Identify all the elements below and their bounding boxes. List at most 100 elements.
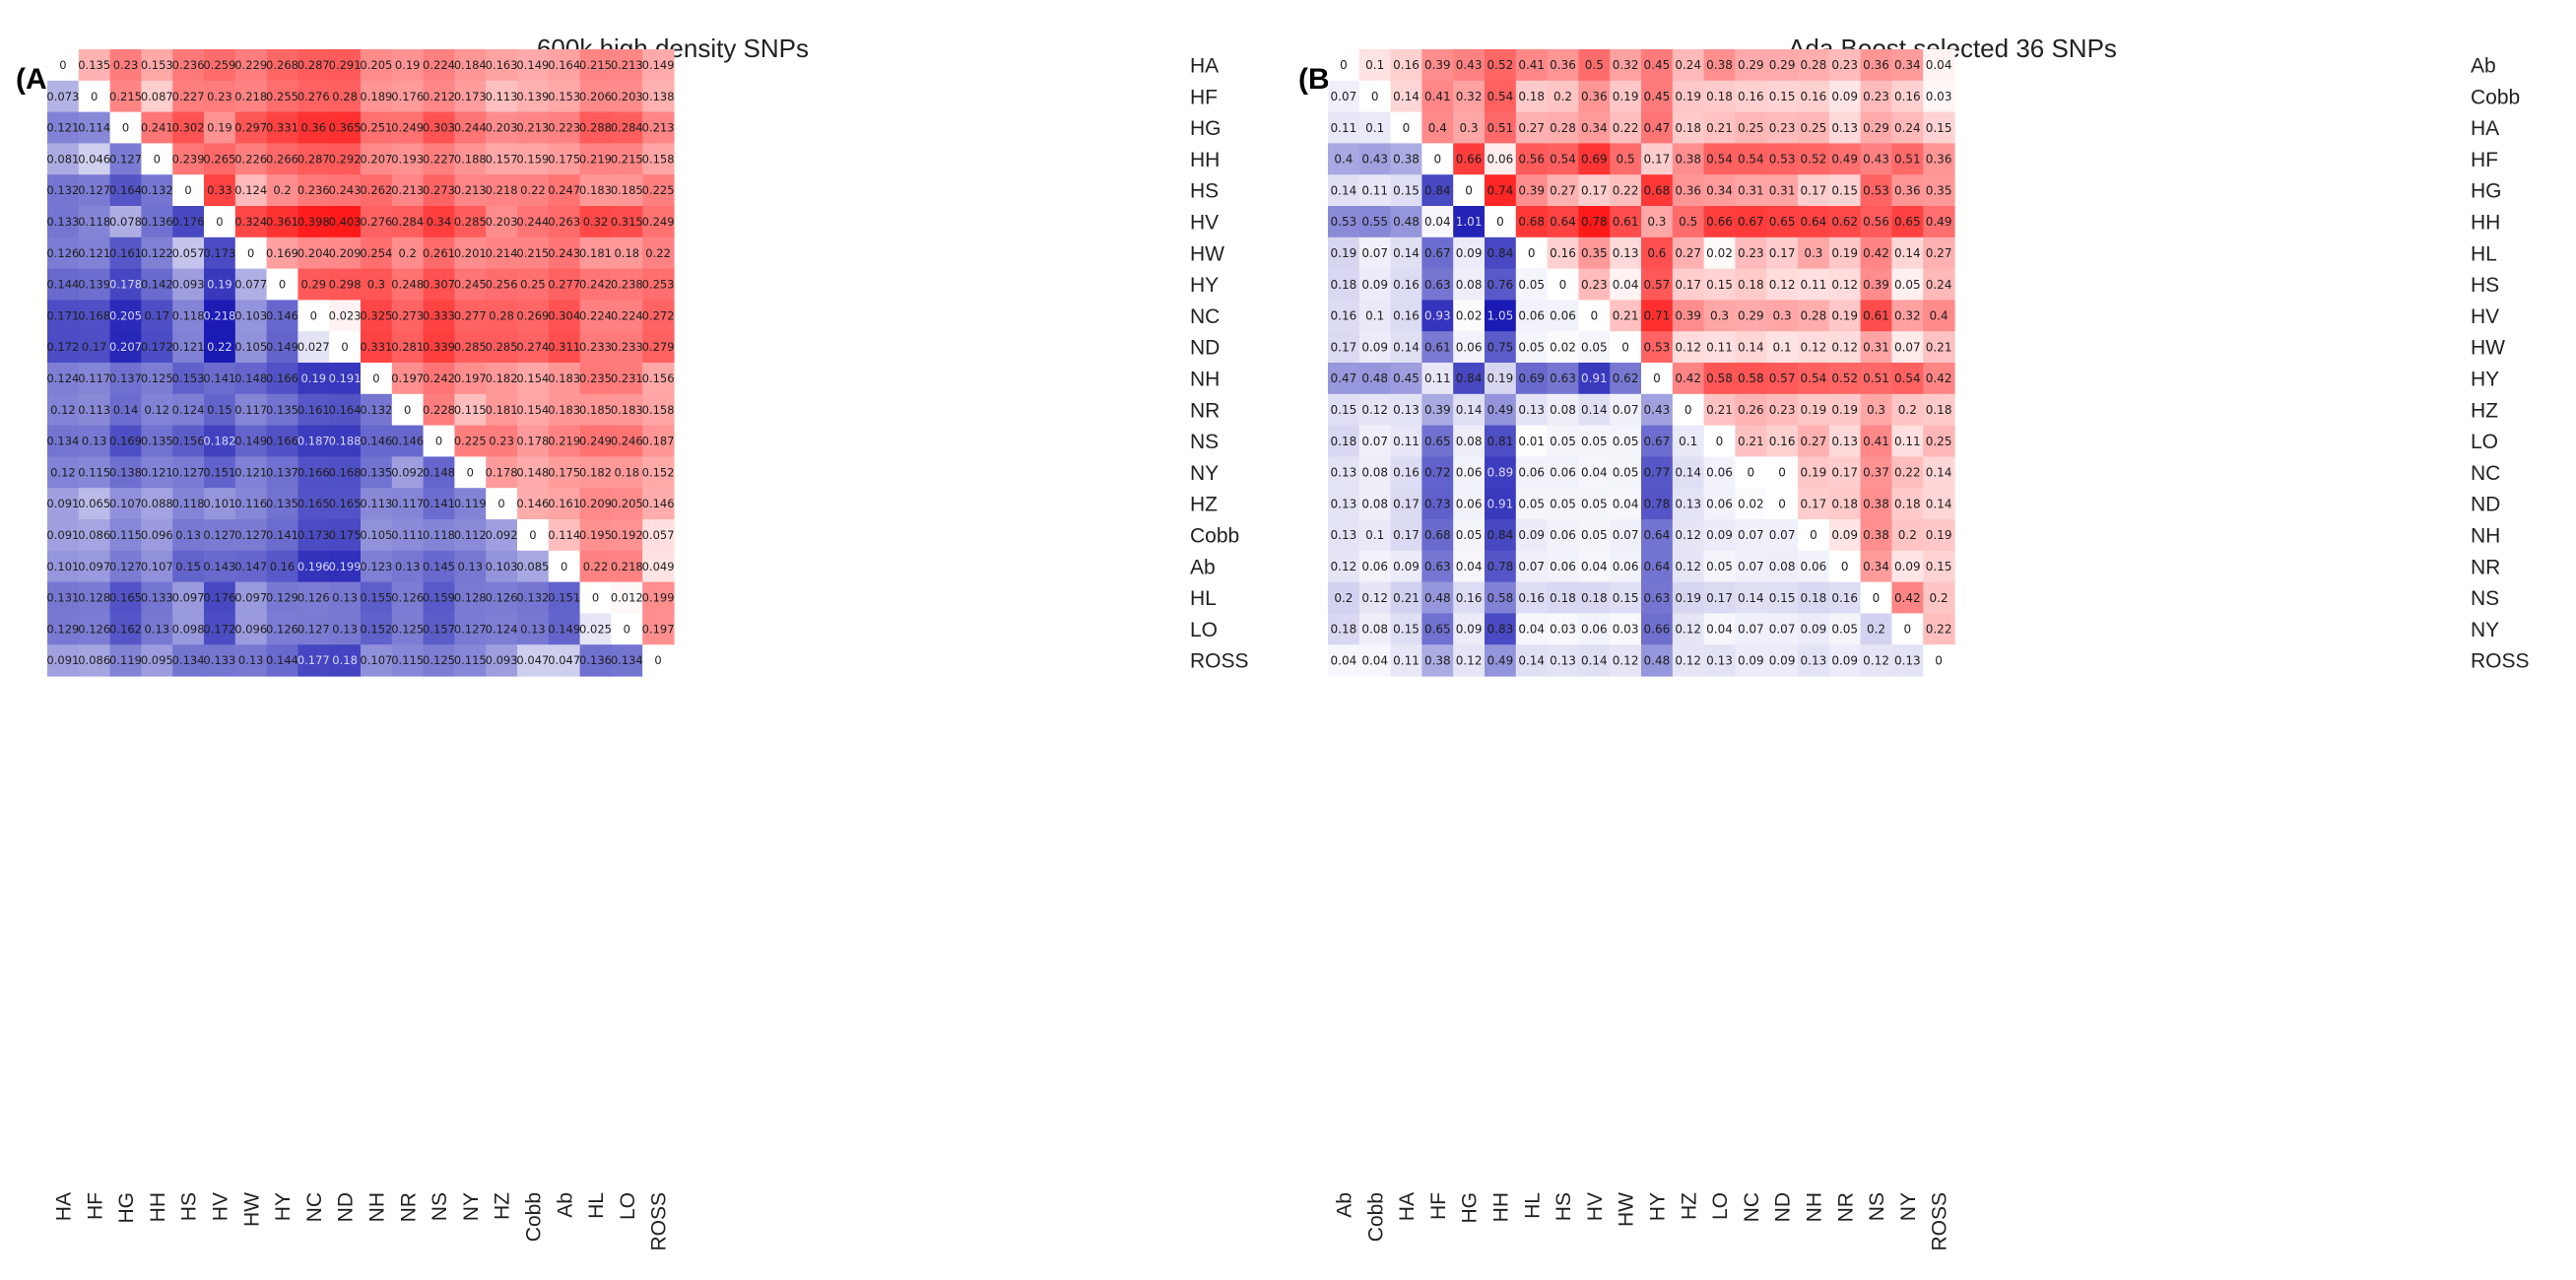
cell-value-label: 0.127 (172, 465, 205, 479)
cell-value-label: 0.71 (1644, 309, 1671, 323)
cell-value-label: 0.213 (642, 121, 675, 135)
cell-value-label: 0.103 (486, 560, 518, 573)
heatmap-cell (109, 519, 142, 552)
cell-value-label: 0.41 (1424, 90, 1451, 103)
cell-value-label: 0.07 (1518, 560, 1545, 573)
cell-value-label: 0.081 (46, 152, 79, 166)
cell-value-label: 0.05 (1581, 435, 1608, 448)
heatmap-cell (454, 236, 487, 270)
cell-value-label: 0.11 (1894, 435, 1921, 448)
cell-value-label: 0.244 (516, 215, 549, 229)
cell-value-label: 0.35 (1926, 183, 1952, 197)
heatmap-cell (1798, 111, 1830, 144)
cell-value-label: 0.107 (109, 497, 142, 510)
heatmap-cell (1923, 174, 1955, 207)
row-label: HV (1190, 211, 1219, 234)
heatmap-cell (486, 581, 518, 614)
heatmap-cells-a: 0 0.135 0.23 0.1530.2360.2590.2290.2680.287… (46, 49, 675, 677)
heatmap-cell (361, 49, 393, 82)
heatmap-cell (391, 363, 425, 395)
heatmap-cell (141, 425, 173, 457)
cell-value-label: 0.08 (1361, 466, 1388, 480)
cell-value-label: 0.095 (141, 653, 173, 667)
cell-value-label: 0.4 (1334, 153, 1353, 167)
heatmap-cell (1547, 174, 1579, 207)
cell-value-label: 0.115 (78, 465, 110, 479)
heatmap-cell (1610, 331, 1642, 364)
heatmap-cell (1891, 174, 1924, 207)
cell-value-label: 0.17 (1706, 591, 1733, 605)
cell-value-label: 0.07 (1361, 435, 1388, 448)
cell-value-label: 0.58 (1706, 371, 1733, 385)
heatmap-cell (47, 644, 80, 677)
cell-value-label: 0.127 (234, 528, 267, 542)
heatmap-cell (1421, 80, 1454, 113)
heatmap-cell (1798, 581, 1830, 614)
cell-value-label: 0.023 (329, 308, 362, 322)
cell-value-label: 0.303 (423, 121, 455, 135)
heatmap-cell (266, 613, 298, 645)
cell-value-label: 0.54 (1801, 371, 1827, 385)
heatmap-cell (454, 425, 487, 457)
heatmap-cell (1515, 581, 1549, 614)
cell-value-label: 0.84 (1487, 528, 1514, 542)
cell-value-label: 0.09 (1456, 623, 1483, 637)
cell-value-label: 0.085 (516, 560, 549, 573)
heatmap-cell (1610, 111, 1642, 144)
cell-value-label: 0.203 (486, 121, 518, 135)
heatmap-cell (423, 331, 455, 364)
cell-value-label: 0.16 (1456, 591, 1483, 605)
heatmap-cell (1358, 174, 1392, 207)
heatmap-cell (1798, 456, 1830, 489)
col-label: HS (178, 1192, 201, 1221)
heatmap-cell (297, 456, 330, 489)
cell-value-label: 0.23 (1738, 246, 1764, 260)
heatmap-cell (1390, 300, 1422, 332)
cell-value-label: 0.151 (203, 465, 235, 479)
col-label: HF (84, 1192, 106, 1220)
heatmap-cell (172, 519, 205, 552)
cell-value-label: 0.124 (172, 403, 205, 417)
heatmap-cell (47, 80, 80, 113)
heatmap-cell (297, 331, 330, 364)
cell-value-label: 0.281 (391, 340, 424, 354)
cell-value-label: 0.36 (1581, 90, 1608, 103)
heatmap-cell (204, 363, 236, 395)
heatmap-cell (1453, 143, 1486, 175)
heatmap-cell (1390, 581, 1422, 614)
heatmap-cell (1798, 488, 1830, 520)
cell-value-label: 0.125 (391, 622, 424, 636)
cell-value-label: 0.139 (78, 278, 110, 292)
cell-value-label: 0.123 (360, 560, 392, 573)
heatmap-cell (1735, 363, 1767, 395)
heatmap-cell (1578, 519, 1611, 552)
cell-value-label: 0.13 (332, 622, 358, 636)
heatmap-cell (1515, 80, 1549, 113)
cell-value-label: 0 (1778, 466, 1786, 480)
cell-value-label: 0.89 (1487, 466, 1514, 480)
cell-value-label: 0.213 (454, 183, 487, 197)
row-label: HZ (1190, 494, 1218, 516)
cell-value-label: 0.113 (486, 90, 518, 103)
heatmap-cell (234, 80, 268, 113)
heatmap-cell (172, 236, 205, 270)
heatmap-cell (1641, 111, 1674, 144)
cell-value-label: 0.27 (1550, 183, 1576, 197)
cell-value-label: 0.18 (332, 653, 358, 667)
heatmap-cell (1453, 550, 1486, 583)
cell-value-label: 0.78 (1581, 215, 1608, 229)
heatmap-cell (1798, 644, 1830, 677)
heatmap-cell (1703, 550, 1736, 583)
cell-value-label: 0.272 (642, 308, 675, 322)
heatmap-cell (1421, 644, 1454, 677)
heatmap-cell (234, 363, 268, 395)
heatmap-cell (454, 550, 487, 583)
heatmap-cell (361, 519, 393, 552)
heatmap-cell (1485, 550, 1517, 583)
cell-value-label: 0.36 (1863, 58, 1889, 72)
cell-value-label: 0.146 (642, 497, 675, 510)
heatmap-cell (141, 143, 173, 175)
heatmap-cell (1798, 268, 1830, 301)
heatmap-cell (78, 49, 111, 82)
heatmap-cell (1923, 80, 1955, 113)
